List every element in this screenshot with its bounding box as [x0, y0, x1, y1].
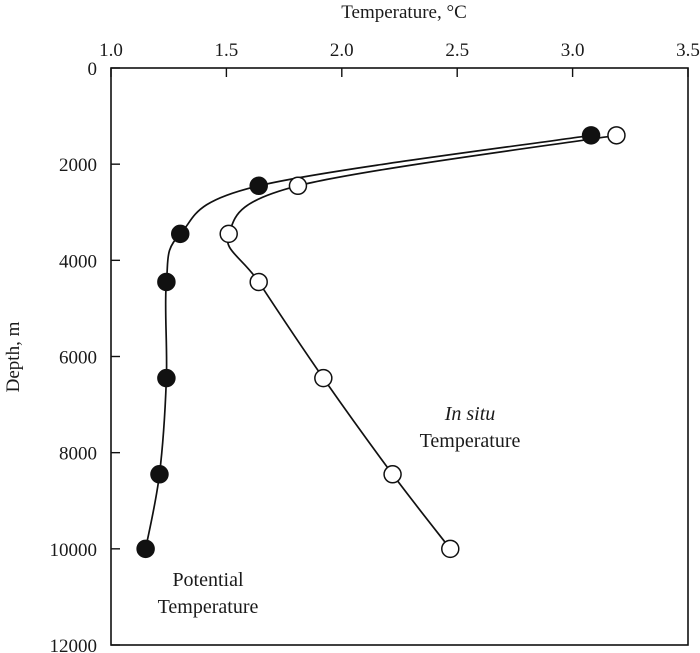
- in-situ-temperature-point: [219, 224, 238, 244]
- x-tick-label: 3.0: [561, 40, 585, 61]
- potential-temperature-point: [249, 176, 268, 196]
- potential-temperature-point: [581, 126, 601, 145]
- in-situ-temperature-point: [383, 465, 402, 484]
- potential-temperature-label: Potential: [172, 569, 244, 591]
- potential-temperature-point: [157, 272, 176, 292]
- y-axis-title: Depth, m: [3, 321, 24, 392]
- plot-frame: [110, 67, 689, 646]
- in-situ-temperature-point: [441, 539, 460, 559]
- in-situ-temperature-point: [607, 126, 626, 145]
- potential-temperature-point: [157, 368, 176, 388]
- y-tick-label: 12000: [50, 636, 98, 653]
- x-tick-label: 3.5: [676, 40, 700, 61]
- potential-temperature-point: [136, 539, 155, 559]
- potential-temperature-label: Temperature: [158, 596, 259, 618]
- y-tick-label: 2000: [59, 155, 97, 176]
- x-tick-label: 2.0: [330, 40, 354, 61]
- in-situ-temperature-label: Temperature: [420, 430, 521, 452]
- potential-temperature-curve: [144, 134, 592, 549]
- in-situ-temperature-point: [288, 176, 308, 196]
- y-tick-label: 0: [88, 59, 98, 80]
- potential-temperature-point: [150, 465, 169, 484]
- in-situ-temperature-point: [314, 368, 333, 388]
- in-situ-temperature-curve: [226, 134, 617, 550]
- y-tick-label: 6000: [59, 348, 97, 369]
- y-tick-label: 4000: [59, 251, 97, 272]
- y-tick-label: 8000: [59, 444, 97, 465]
- in-situ-temperature-point: [249, 272, 268, 292]
- in-situ-temperature-label: In situ: [444, 403, 496, 425]
- x-tick-label: 2.5: [445, 40, 469, 61]
- y-tick-label: 10000: [50, 540, 98, 561]
- x-tick-label: 1.0: [99, 40, 123, 61]
- x-tick-label: 1.5: [215, 40, 239, 61]
- potential-temperature-point: [170, 224, 190, 244]
- x-axis-title: Temperature, °C: [341, 2, 467, 23]
